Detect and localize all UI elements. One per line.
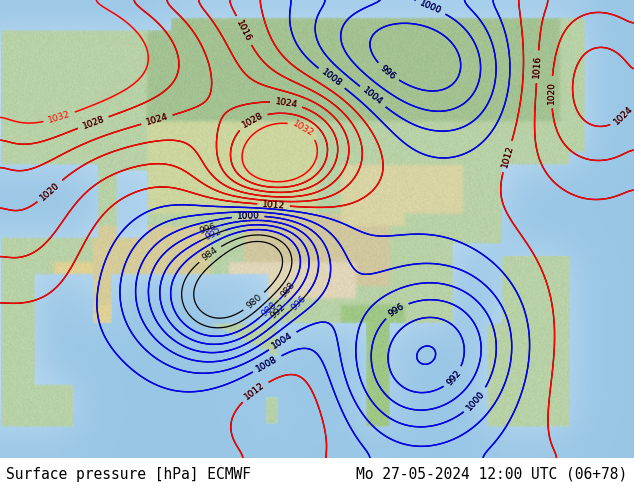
Text: 1012: 1012: [500, 145, 515, 169]
Text: 1032: 1032: [291, 119, 315, 138]
Text: 988: 988: [279, 281, 297, 299]
Text: Surface pressure [hPa] ECMWF: Surface pressure [hPa] ECMWF: [6, 466, 251, 482]
Text: 996: 996: [387, 301, 406, 319]
Text: 1000: 1000: [465, 389, 487, 412]
Text: 1012: 1012: [243, 381, 267, 402]
Text: Mo 27-05-2024 12:00 UTC (06+78): Mo 27-05-2024 12:00 UTC (06+78): [356, 466, 628, 482]
Text: 1028: 1028: [81, 114, 106, 131]
Text: 1020: 1020: [39, 180, 61, 202]
Text: 992: 992: [445, 368, 463, 387]
Text: 992: 992: [268, 302, 287, 320]
Text: 1008: 1008: [255, 354, 280, 373]
Text: 1016: 1016: [533, 55, 543, 78]
Text: 1000: 1000: [418, 0, 443, 16]
Text: 1024: 1024: [275, 97, 298, 109]
Text: 1020: 1020: [39, 180, 61, 202]
Text: 980: 980: [245, 293, 264, 311]
Text: 992: 992: [445, 368, 463, 387]
Text: 1008: 1008: [320, 68, 344, 89]
Text: 1004: 1004: [271, 331, 295, 351]
Text: 984: 984: [200, 245, 219, 263]
Text: 1000: 1000: [418, 0, 443, 16]
Text: 1024: 1024: [612, 104, 634, 126]
Text: 1008: 1008: [255, 354, 280, 373]
Text: 1024: 1024: [145, 112, 169, 127]
Text: 1000: 1000: [465, 389, 487, 412]
Text: 1000: 1000: [236, 211, 260, 221]
Text: 1024: 1024: [145, 112, 169, 127]
Text: 1016: 1016: [235, 18, 253, 43]
Text: 1008: 1008: [320, 68, 344, 89]
Text: 1012: 1012: [262, 200, 285, 210]
Text: 1024: 1024: [612, 104, 634, 126]
Text: 996: 996: [290, 294, 308, 312]
Text: 988: 988: [260, 300, 279, 318]
Text: 1032: 1032: [47, 110, 72, 125]
Text: 1016: 1016: [235, 18, 253, 43]
Text: 1004: 1004: [361, 86, 384, 107]
Text: 1028: 1028: [240, 111, 264, 130]
Text: 1004: 1004: [271, 331, 295, 351]
Text: 996: 996: [378, 63, 398, 81]
Text: 1028: 1028: [240, 111, 264, 130]
Text: 996: 996: [378, 63, 398, 81]
Text: 992: 992: [204, 227, 223, 243]
Text: 1012: 1012: [500, 145, 515, 169]
Text: 996: 996: [198, 222, 217, 236]
Text: 1020: 1020: [547, 80, 556, 103]
Text: 1000: 1000: [236, 211, 260, 221]
Text: 1012: 1012: [243, 381, 267, 402]
Text: 1020: 1020: [547, 80, 556, 103]
Text: 1012: 1012: [262, 200, 285, 210]
Text: 1016: 1016: [533, 55, 543, 78]
Text: 1024: 1024: [275, 97, 298, 109]
Text: 1004: 1004: [361, 86, 384, 107]
Text: 996: 996: [387, 301, 406, 319]
Text: 1028: 1028: [81, 114, 106, 131]
